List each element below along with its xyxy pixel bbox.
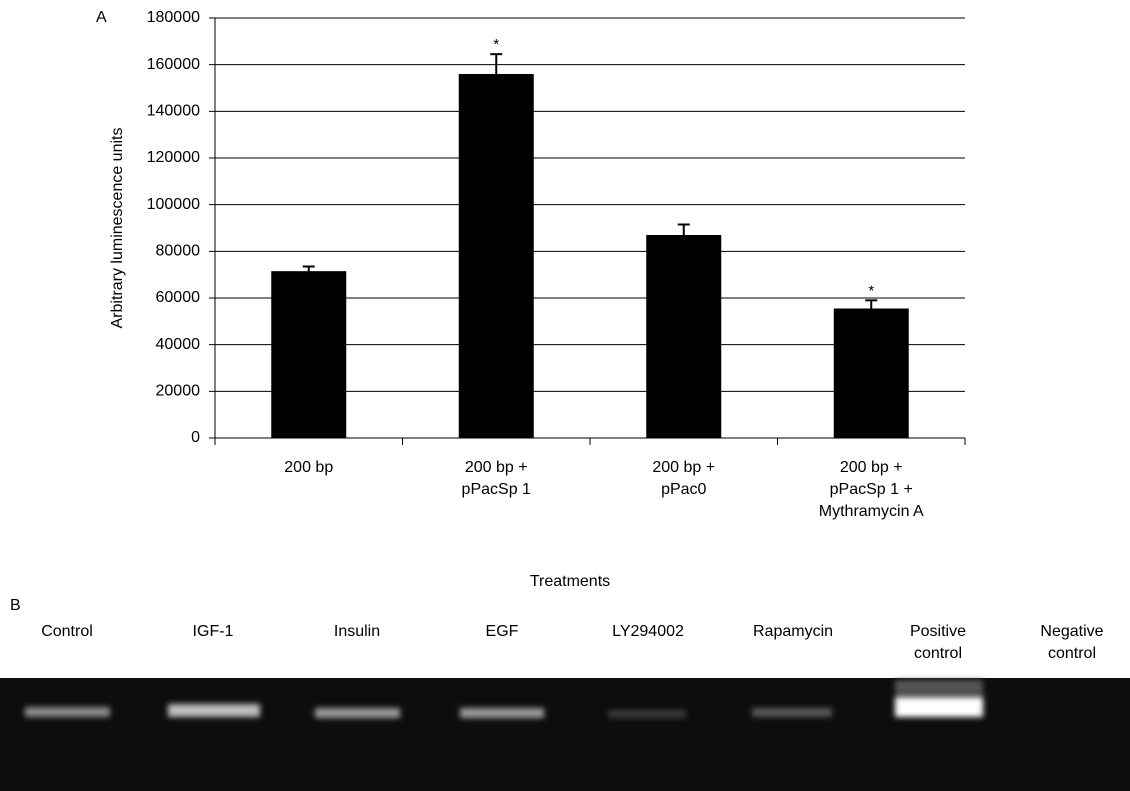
y-tick-label: 140000 (147, 103, 200, 120)
y-axis-title: Arbitrary luminescence units (109, 128, 126, 329)
x-tick-label: 200 bp + (652, 459, 715, 476)
y-tick-label: 180000 (147, 9, 200, 26)
x-axis-title: Treatments (530, 573, 610, 590)
y-tick-label: 40000 (156, 336, 201, 353)
x-tick-label: 200 bp (284, 459, 333, 476)
gel-band (752, 708, 832, 717)
y-tick-label: 0 (191, 429, 200, 446)
lane-label: IGF-1 (193, 623, 234, 640)
x-tick-label: pPacSp 1 + (830, 481, 913, 498)
figure: A Treatments Arbitrary luminescence unit… (0, 0, 1130, 791)
lane-label: Control (41, 623, 93, 640)
y-tick-label: 120000 (147, 149, 200, 166)
lane-label: EGF (486, 623, 519, 640)
bar (459, 74, 534, 438)
x-tick-label: Mythramycin A (819, 503, 924, 520)
lane-label: control (1048, 645, 1096, 662)
bar (646, 235, 721, 438)
gel-band (608, 710, 686, 718)
y-tick-label: 100000 (147, 196, 200, 213)
panel-label: A (96, 9, 107, 26)
gel-band (315, 708, 400, 718)
lane-label: Negative (1040, 623, 1103, 640)
lane-label: Positive (910, 623, 966, 640)
bar (834, 309, 909, 439)
x-tick-label: pPac0 (661, 481, 706, 498)
significance-marker: * (868, 282, 874, 299)
lane-label: Insulin (334, 623, 380, 640)
x-tick-label: pPacSp 1 (462, 481, 531, 498)
significance-marker: * (493, 36, 499, 53)
y-tick-label: 20000 (156, 383, 201, 400)
gel-band (168, 704, 260, 717)
y-tick-label: 60000 (156, 289, 201, 306)
y-tick-label: 80000 (156, 243, 201, 260)
gel-image (0, 678, 1130, 791)
gel-band (895, 697, 983, 717)
y-tick-label: 160000 (147, 56, 200, 73)
lane-label: Rapamycin (753, 623, 833, 640)
gel-band (25, 707, 110, 717)
gel-band (460, 708, 544, 718)
x-tick-label: 200 bp + (840, 459, 903, 476)
x-tick-label: 200 bp + (465, 459, 528, 476)
panel-label: B (10, 597, 21, 614)
lane-label: control (914, 645, 962, 662)
lane-label: LY294002 (612, 623, 684, 640)
bar (271, 271, 346, 438)
gel-smear (895, 680, 983, 694)
